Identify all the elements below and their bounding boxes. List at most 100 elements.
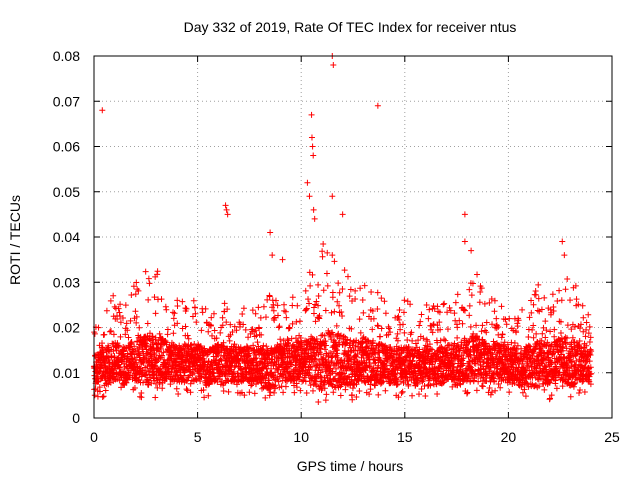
data-point bbox=[533, 330, 540, 337]
data-point bbox=[306, 370, 313, 377]
data-point bbox=[563, 334, 570, 341]
data-point bbox=[293, 384, 300, 391]
data-point bbox=[154, 271, 161, 278]
data-point bbox=[422, 393, 429, 400]
y-tick-label: 0.07 bbox=[53, 93, 80, 109]
data-point bbox=[275, 366, 282, 373]
data-point bbox=[270, 301, 277, 308]
data-point bbox=[568, 363, 575, 370]
plot-frame bbox=[93, 55, 613, 419]
data-point bbox=[571, 346, 578, 353]
data-point bbox=[374, 305, 381, 312]
data-point bbox=[401, 329, 408, 336]
data-point bbox=[304, 179, 311, 186]
data-point bbox=[317, 351, 324, 358]
data-point bbox=[400, 309, 407, 316]
data-point bbox=[225, 388, 232, 395]
data-point bbox=[551, 326, 558, 333]
data-point bbox=[192, 376, 199, 383]
data-point bbox=[375, 362, 382, 369]
data-point bbox=[544, 339, 551, 346]
data-point bbox=[586, 358, 593, 365]
data-point bbox=[394, 381, 401, 387]
data-point bbox=[220, 339, 227, 346]
data-point bbox=[461, 238, 468, 245]
data-point bbox=[412, 340, 419, 347]
data-point bbox=[313, 298, 320, 305]
data-point bbox=[146, 280, 153, 287]
data-point bbox=[360, 309, 367, 316]
data-point bbox=[184, 332, 191, 339]
data-point bbox=[356, 316, 363, 323]
data-point bbox=[519, 389, 526, 396]
data-point bbox=[535, 281, 542, 288]
data-point bbox=[339, 285, 346, 292]
x-tick-label: 5 bbox=[194, 429, 202, 445]
data-points bbox=[90, 53, 595, 405]
data-point bbox=[487, 391, 494, 398]
data-point bbox=[130, 283, 137, 290]
data-point bbox=[526, 367, 533, 374]
data-point bbox=[492, 387, 499, 394]
data-point bbox=[262, 394, 269, 401]
data-point bbox=[469, 280, 476, 287]
data-point bbox=[281, 301, 288, 308]
data-point bbox=[348, 376, 355, 383]
data-point bbox=[144, 350, 151, 357]
data-point bbox=[108, 353, 115, 360]
data-point bbox=[371, 360, 378, 367]
data-point bbox=[303, 358, 310, 365]
data-point bbox=[449, 383, 456, 390]
data-point bbox=[323, 270, 330, 277]
data-point bbox=[255, 304, 262, 311]
data-point bbox=[311, 215, 318, 222]
data-point bbox=[567, 393, 574, 400]
data-point bbox=[329, 252, 336, 259]
data-point bbox=[333, 322, 340, 329]
data-point bbox=[330, 389, 337, 396]
data-point bbox=[275, 378, 282, 385]
data-point bbox=[193, 319, 200, 326]
data-point bbox=[128, 291, 135, 298]
data-point bbox=[542, 334, 549, 341]
data-point bbox=[583, 319, 590, 326]
data-point bbox=[467, 323, 474, 330]
data-point bbox=[224, 377, 231, 384]
data-point bbox=[368, 288, 375, 295]
data-point bbox=[535, 295, 542, 302]
data-point bbox=[115, 344, 122, 351]
data-point bbox=[143, 342, 150, 349]
data-point bbox=[315, 302, 322, 309]
data-point bbox=[159, 352, 166, 359]
data-point bbox=[323, 391, 330, 398]
data-point bbox=[308, 111, 315, 118]
data-point bbox=[283, 314, 290, 321]
data-point bbox=[254, 339, 261, 346]
data-point bbox=[272, 382, 279, 389]
data-point bbox=[564, 276, 571, 283]
data-point bbox=[560, 343, 567, 350]
data-point bbox=[460, 306, 467, 313]
data-point bbox=[375, 391, 382, 398]
data-point bbox=[198, 327, 205, 334]
data-point bbox=[179, 298, 186, 305]
data-point bbox=[568, 326, 575, 333]
data-point bbox=[184, 387, 191, 394]
data-point bbox=[495, 372, 502, 379]
data-point bbox=[511, 340, 518, 347]
data-point bbox=[359, 297, 366, 304]
data-point bbox=[338, 356, 345, 363]
data-point bbox=[303, 390, 310, 397]
data-point bbox=[486, 299, 493, 306]
data-point bbox=[219, 314, 226, 321]
data-point bbox=[262, 314, 269, 321]
data-point bbox=[556, 287, 563, 294]
data-point bbox=[252, 351, 259, 358]
data-point bbox=[252, 310, 259, 317]
data-point bbox=[240, 321, 247, 328]
data-point bbox=[334, 298, 341, 305]
data-point bbox=[320, 240, 327, 247]
data-point bbox=[473, 322, 480, 329]
data-point bbox=[483, 377, 490, 384]
data-point bbox=[249, 307, 256, 314]
